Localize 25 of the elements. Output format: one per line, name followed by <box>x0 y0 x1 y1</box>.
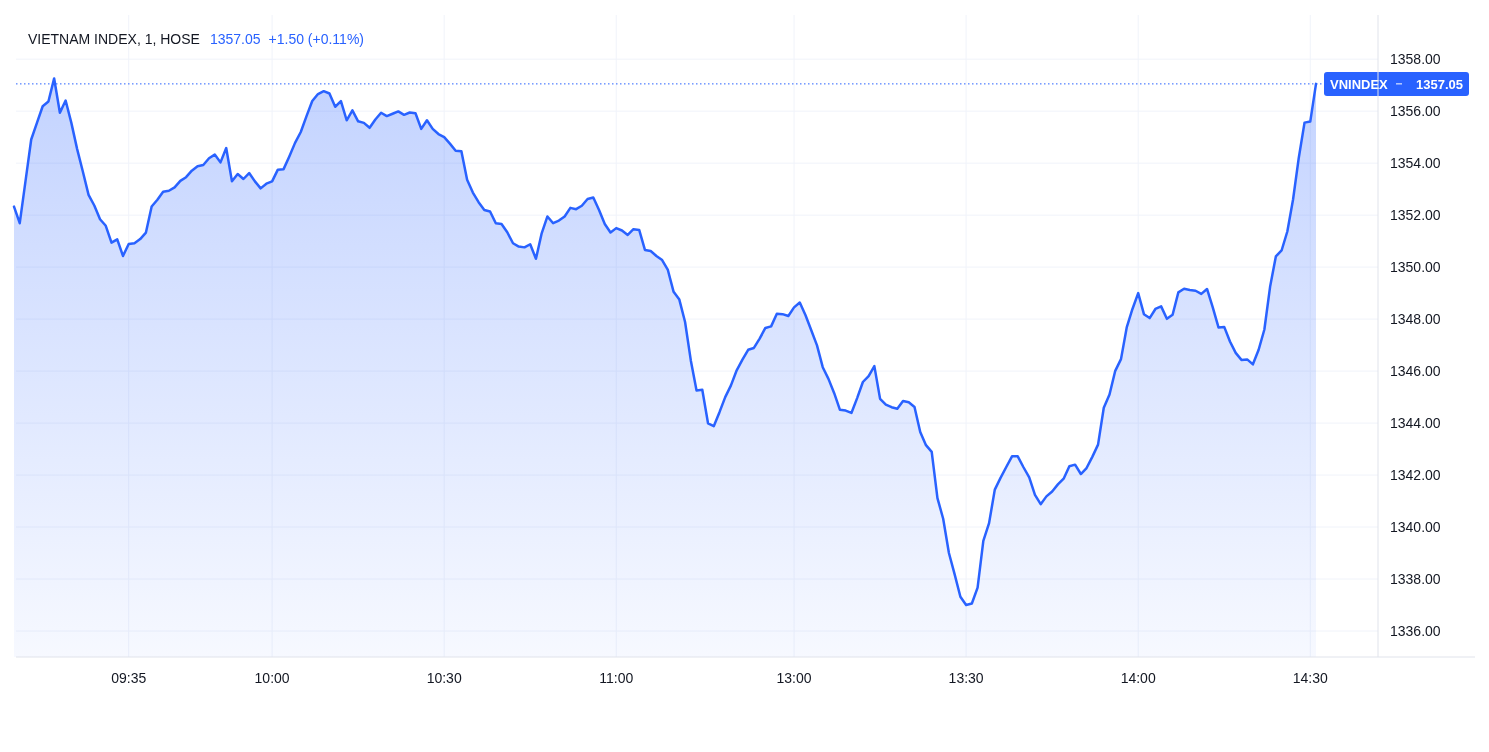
text: 1357.05 <box>1416 76 1463 92</box>
x-tick-label: 13:00 <box>776 670 812 686</box>
y-tick-label: 1342.00 <box>1390 466 1441 483</box>
y-tick-label: 1350.00 <box>1390 259 1441 276</box>
x-tick-label: 09:35 <box>111 670 147 686</box>
x-tick-label: 14:00 <box>1120 670 1156 686</box>
y-tick-label: 1336.00 <box>1390 622 1441 639</box>
y-tick-label: 1354.00 <box>1390 155 1441 172</box>
text: VIETNAM INDEX, 1, HOSE <box>28 31 200 47</box>
x-tick-label: 10:00 <box>254 670 290 686</box>
y-tick-label: 1356.00 <box>1390 103 1441 120</box>
y-tick-label: 1346.00 <box>1390 362 1441 379</box>
x-tick-label: 10:30 <box>426 670 462 686</box>
x-tick-label: 14:30 <box>1292 670 1328 686</box>
ref-line-label: VNINDEX <box>1330 76 1389 92</box>
y-tick-label: 1338.00 <box>1390 570 1441 587</box>
annotation: 1357.05 <box>209 31 261 47</box>
y-tick-label: 1358.00 <box>1390 51 1441 68</box>
x-tick-label: 13:30 <box>948 670 984 686</box>
y-tick-label: 1340.00 <box>1390 518 1441 535</box>
y-tick-label: 1348.00 <box>1390 311 1441 328</box>
y-tick-label: 1344.00 <box>1390 414 1441 431</box>
x-tick-label: 11:00 <box>599 670 634 686</box>
annotation: +1.50 (+0.11%) <box>268 31 365 47</box>
y-tick-label: 1352.00 <box>1390 207 1441 224</box>
